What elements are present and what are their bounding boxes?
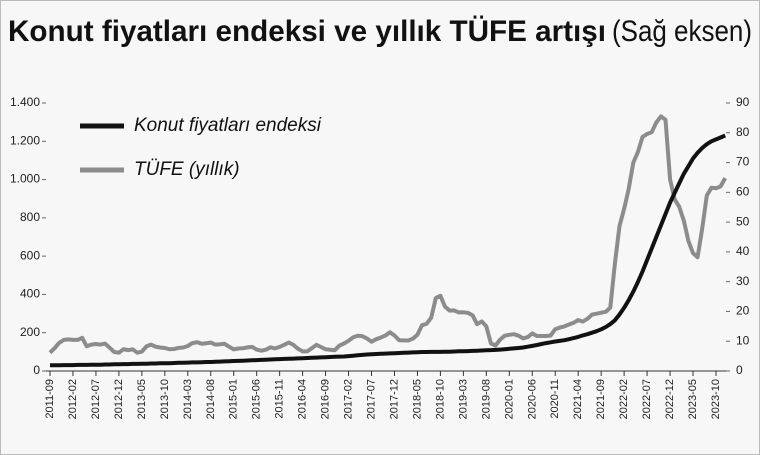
y2-tick-label: 20: [736, 304, 750, 318]
y2-tick-label: 0: [736, 363, 743, 377]
x-tick-label: 2014-08: [205, 379, 217, 419]
x-tick-label: 2019-03: [457, 379, 469, 419]
y-tick-label: 1.400: [10, 95, 40, 109]
x-tick-label: 2013-05: [136, 379, 148, 419]
x-tick-label: 2019-08: [480, 379, 492, 419]
y-tick-label: 400: [20, 287, 40, 301]
x-tick-label: 2017-12: [388, 379, 400, 419]
chart-title: Konut fiyatları endeksi ve yıllık TÜFE a…: [8, 15, 606, 48]
y-tick-label: 1.000: [10, 172, 40, 186]
x-tick-label: 2020-11: [549, 379, 561, 419]
x-tick-label: 2020-01: [503, 379, 515, 419]
series-line: [50, 133, 726, 368]
x-tick-label: 2012-02: [67, 379, 79, 419]
series-line: [48, 114, 727, 355]
x-tick-label: 2015-01: [228, 379, 240, 419]
y2-tick-label: 60: [736, 185, 750, 199]
legend-label: Konut fiyatları endeksi: [134, 115, 322, 136]
y-tick-label: 1.200: [10, 133, 40, 147]
y-tick-label: 600: [20, 248, 40, 262]
x-tick-label: 2021-04: [572, 379, 584, 419]
x-tick-label: 2014-03: [182, 379, 194, 419]
legend-label: TÜFE (yıllık): [134, 159, 240, 180]
x-tick-label: 2015-06: [251, 379, 263, 419]
x-tick-label: 2012-12: [113, 379, 125, 419]
x-tick-label: 2016-04: [297, 379, 309, 419]
x-tick-label: 2020-06: [526, 379, 538, 419]
chart-subtitle: (Sağ eksen): [612, 15, 752, 48]
x-tick-label: 2021-09: [595, 379, 607, 419]
x-tick-label: 2022-12: [664, 379, 676, 419]
x-tick-label: 2017-07: [366, 379, 378, 419]
x-tick-label: 2017-02: [343, 379, 355, 419]
x-tick-label: 2015-11: [274, 379, 286, 419]
x-tick-label: 2018-10: [434, 379, 446, 419]
y2-tick-label: 50: [736, 214, 750, 228]
x-tick-label: 2022-02: [618, 379, 630, 419]
y2-tick-label: 90: [736, 95, 750, 109]
x-tick-label: 2012-07: [90, 379, 102, 419]
x-tick-label: 2022-07: [641, 379, 653, 419]
y2-tick-label: 70: [736, 155, 750, 169]
y-tick-label: 0: [33, 363, 40, 377]
y-tick-label: 200: [20, 325, 40, 339]
x-tick-label: 2018-05: [411, 379, 423, 419]
x-tick-label: 2013-10: [159, 379, 171, 419]
y-tick-label: 800: [20, 210, 40, 224]
x-tick-label: 2023-10: [710, 379, 722, 419]
x-tick-label: 2023-05: [687, 379, 699, 419]
x-tick-label: 2016-09: [320, 379, 332, 419]
x-tick-label: 2011-09: [44, 379, 56, 419]
y2-tick-label: 10: [736, 333, 750, 347]
y2-tick-label: 30: [736, 274, 750, 288]
y2-tick-label: 80: [736, 125, 750, 139]
y2-tick-label: 40: [736, 244, 750, 258]
